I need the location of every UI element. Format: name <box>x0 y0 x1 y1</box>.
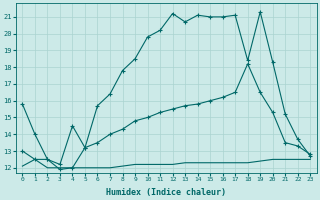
X-axis label: Humidex (Indice chaleur): Humidex (Indice chaleur) <box>106 188 226 197</box>
